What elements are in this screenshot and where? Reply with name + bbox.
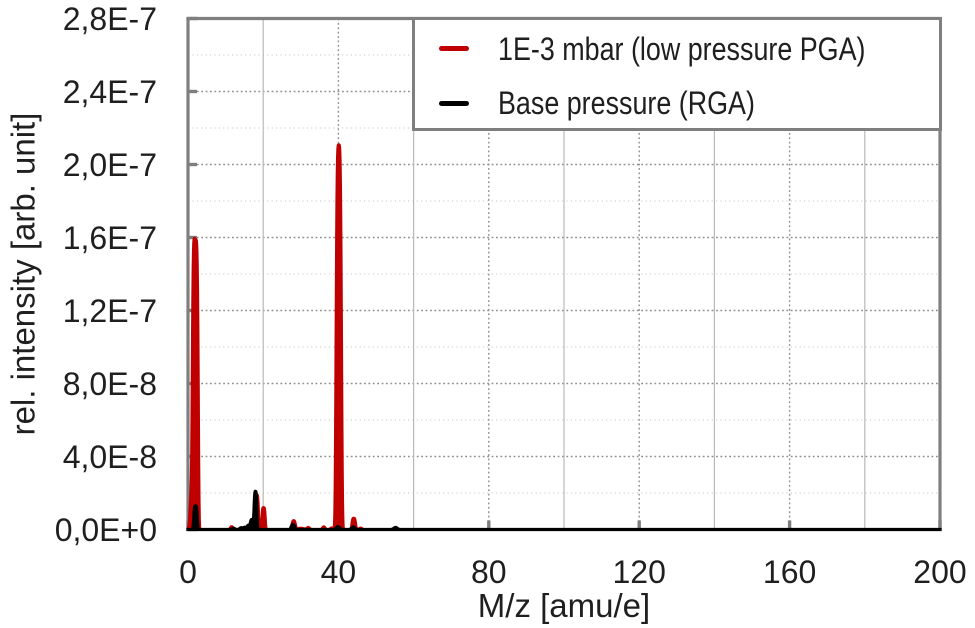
x-axis-title: M/z [amu/e] — [477, 587, 651, 624]
y-tick-label: 2,8E-7 — [62, 0, 157, 37]
legend-label: Base pressure (RGA) — [497, 85, 755, 121]
y-tick-label: 2,4E-7 — [62, 73, 157, 110]
y-tick-label: 1,6E-7 — [62, 219, 157, 256]
x-tick-label: 40 — [320, 554, 357, 590]
x-tick-label: 120 — [612, 554, 666, 590]
legend-item-low-pressure: 1E-3 mbar (low pressure PGA) — [438, 30, 939, 67]
legend-swatch-black-line — [438, 100, 469, 106]
x-tick-label: 80 — [471, 554, 507, 590]
legend-label: 1E-3 mbar (low pressure PGA) — [497, 30, 865, 67]
y-tick-label: 8,0E-8 — [62, 365, 157, 402]
legend-swatch-red-line — [438, 46, 469, 51]
x-tick-label: 160 — [762, 554, 817, 590]
legend: 1E-3 mbar (low pressure PGA) Base pressu… — [411, 17, 942, 131]
y-tick-label: 2,0E-7 — [62, 146, 157, 183]
y-tick-label: 4,0E-8 — [62, 438, 157, 475]
y-tick-label: 0,0E+0 — [54, 511, 157, 548]
y-tick-label: 1,2E-7 — [62, 292, 157, 329]
x-tick-label: 0 — [179, 554, 197, 590]
x-tick-label: 200 — [913, 554, 967, 590]
legend-item-base-pressure: Base pressure (RGA) — [438, 85, 939, 121]
